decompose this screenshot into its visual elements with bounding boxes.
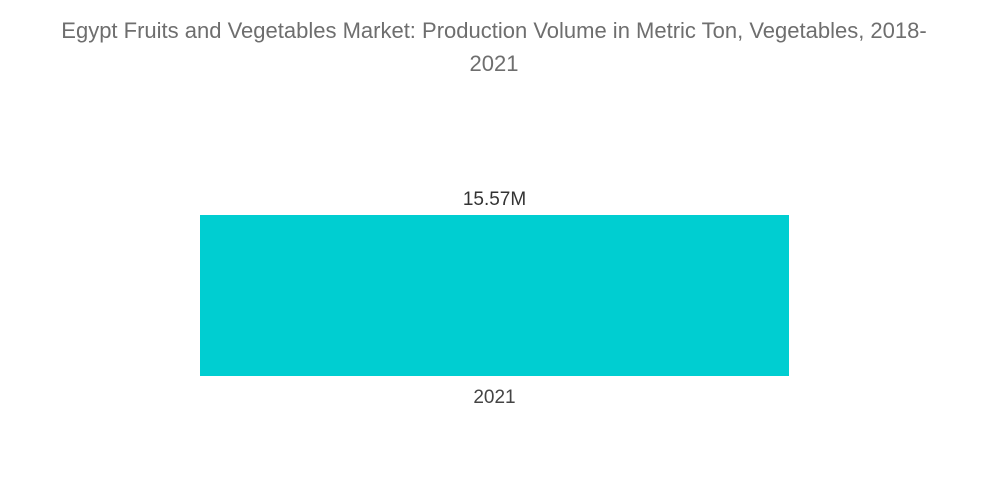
data-label-2021: 15.57M	[463, 189, 526, 210]
x-tick-label-2021: 2021	[473, 387, 515, 408]
bars-layer: 15.57M 2021	[200, 189, 789, 408]
bar-2021	[200, 215, 789, 376]
chart-title: Egypt Fruits and Vegetables Market: Prod…	[61, 18, 927, 76]
